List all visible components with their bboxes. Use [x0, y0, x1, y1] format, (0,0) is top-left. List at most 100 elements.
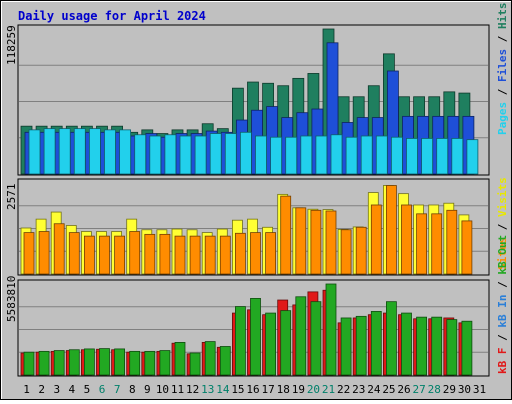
sites-bar-day-14: [219, 235, 231, 275]
legend-sites-visits: Sites / Visits: [496, 177, 509, 270]
x-tick-label-25: 25: [382, 383, 395, 396]
x-tick-label-17: 17: [262, 383, 275, 396]
pages-bar-day-11: [179, 135, 192, 175]
pages-bar-day-18: [285, 136, 298, 175]
kb_in-bar-day-11: [174, 342, 186, 376]
x-tick-label-27: 27: [413, 383, 426, 396]
pages-bar-day-20: [315, 135, 328, 175]
kb_in-bar-day-10: [159, 350, 171, 376]
legend-pages: Pages: [496, 102, 509, 135]
x-tick-label-16: 16: [246, 383, 259, 396]
pages-bar-day-10: [164, 134, 177, 175]
pages-bar-day-6: [104, 129, 116, 175]
pages-bar-day-14: [224, 133, 237, 175]
sites-bar-day-13: [204, 235, 216, 275]
x-tick-label-9: 9: [144, 383, 151, 396]
sites-bar-day-24: [370, 204, 382, 275]
pages-bar-day-25: [390, 136, 403, 175]
kb_in-bar-day-3: [53, 350, 65, 376]
legend-files: Files: [496, 49, 509, 82]
x-tick-label-26: 26: [397, 383, 410, 396]
x-tick-label-8: 8: [129, 383, 136, 396]
kb_in-bar-day-6: [99, 348, 110, 376]
legend-kb: kB F / kB In / kB Out: [496, 235, 509, 374]
sites-bar-day-19: [295, 207, 307, 275]
kb_in-bar-day-7: [114, 348, 125, 376]
x-tick-label-7: 7: [114, 383, 121, 396]
x-tick-label-13: 13: [201, 383, 214, 396]
sites-bar-day-18: [280, 195, 292, 275]
pages-bar-day-3: [58, 128, 71, 175]
pages-bar-day-4: [73, 128, 86, 175]
kb_in-bar-day-28: [431, 316, 443, 376]
pages-bar-day-16: [255, 135, 267, 175]
x-tick-label-12: 12: [186, 383, 199, 396]
sites-bar-day-17: [265, 232, 277, 275]
pages-bar-day-12: [194, 135, 207, 175]
sites-bar-day-9: [144, 233, 156, 275]
kb_in-bar-day-15: [234, 306, 246, 376]
x-tick-label-5: 5: [84, 383, 91, 396]
sites-bar-day-5: [84, 235, 95, 275]
pages-bar-day-13: [209, 133, 222, 175]
sites-bar-day-11: [174, 235, 186, 275]
kb_in-bar-day-8: [129, 350, 141, 376]
kb_in-bar-day-26: [401, 312, 412, 376]
legend-hits: Hits: [496, 3, 509, 30]
x-tick-label-19: 19: [292, 383, 305, 396]
x-tick-label-24: 24: [367, 383, 381, 396]
x-tick-label-31: 31: [473, 383, 486, 396]
x-tick-label-4: 4: [69, 383, 76, 396]
x-tick-label-22: 22: [337, 383, 350, 396]
sites-bar-day-22: [340, 229, 352, 275]
visits-axis-max-label: 2571: [5, 184, 18, 211]
kb-axis-max-label: 5583810: [5, 276, 18, 322]
x-tick-label-2: 2: [38, 383, 45, 396]
sites-bar-day-26: [401, 204, 412, 275]
x-tick-label-28: 28: [428, 383, 441, 396]
pages-bar-day-7: [119, 129, 131, 175]
kb_in-bar-day-16: [250, 298, 261, 376]
sites-bar-day-30: [461, 220, 473, 275]
sites-bar-day-3: [53, 223, 65, 275]
pages-bar-day-8: [134, 134, 147, 175]
sites-bar-day-21: [325, 210, 337, 275]
pages-bar-day-17: [270, 136, 283, 175]
bars: [20, 28, 479, 376]
pages-bar-day-26: [406, 138, 418, 175]
legend-sep-3: /: [496, 217, 509, 237]
sites-bar-day-12: [189, 235, 201, 275]
pages-bar-day-30: [466, 139, 479, 175]
kb_in-bar-day-20: [310, 301, 322, 376]
pages-bar-day-23: [360, 135, 373, 175]
legend-sep-5: /: [496, 275, 509, 295]
x-tick-label-18: 18: [277, 383, 290, 396]
pages-bar-day-29: [451, 138, 464, 175]
x-tick-label-6: 6: [99, 383, 106, 396]
sites-bar-day-1: [23, 232, 35, 275]
pages-bar-day-27: [421, 138, 434, 175]
legend-visits: Visits: [496, 177, 509, 217]
sites-bar-day-28: [431, 213, 443, 275]
legend-kb-f: kB F: [496, 348, 509, 375]
kb_in-bar-day-24: [370, 311, 382, 376]
x-axis-labels: 1 2 3 4 5 6 7 8 9 10 11 12 13 14 15 16 17 18 19 20 21 22 23 24 2…: [23, 383, 486, 396]
sites-bar-day-23: [355, 226, 367, 275]
kb_in-bar-day-9: [144, 350, 156, 376]
x-tick-label-20: 20: [307, 383, 320, 396]
sites-bar-day-29: [446, 209, 458, 275]
kb_in-bar-day-2: [38, 350, 50, 376]
kb_in-bar-day-25: [385, 301, 397, 376]
pages-bar-day-19: [300, 135, 313, 175]
x-tick-label-1: 1: [23, 383, 30, 396]
x-tick-label-23: 23: [352, 383, 365, 396]
pages-bar-day-1: [28, 129, 41, 175]
kb_in-bar-day-19: [295, 296, 307, 376]
sites-bar-day-8: [129, 231, 141, 275]
kb_in-bar-day-22: [340, 317, 352, 376]
legend-kb-out: kB Out: [496, 235, 509, 275]
sites-bar-day-2: [38, 231, 50, 275]
kb_in-bar-day-18: [280, 310, 292, 376]
